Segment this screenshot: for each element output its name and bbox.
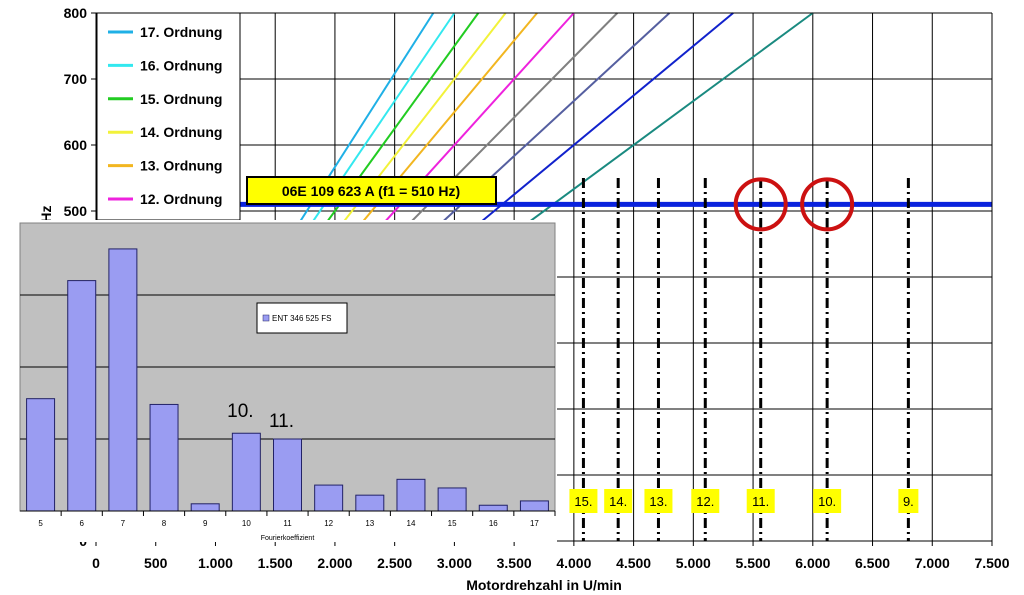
legend-entry: 12. Ordnung — [140, 191, 222, 207]
inset-bar — [355, 494, 385, 512]
inset-bar — [149, 403, 179, 512]
inset-tick-label: 11 — [283, 519, 292, 528]
x-tick-label: 2.000 — [317, 555, 352, 571]
inset-bar — [478, 504, 508, 512]
inset-legend-swatch — [262, 314, 270, 322]
inset-bar — [108, 248, 138, 512]
x-tick-label: 2.500 — [377, 555, 412, 571]
inset-legend-box — [256, 302, 348, 334]
inset-tick-label: 17 — [530, 519, 539, 528]
inset-bar — [314, 484, 344, 512]
inset-tick-label: 6 — [80, 519, 85, 528]
y-tick-label: 700 — [64, 71, 88, 87]
vertical-markers: 15. 14. 13. 12. 11. 10. 9. — [569, 178, 919, 541]
inset-bar — [396, 478, 426, 512]
inset-tick-label: 16 — [489, 519, 498, 528]
x-tick-label: 6.500 — [855, 555, 890, 571]
inset-tick-label: 12 — [324, 519, 333, 528]
inset-tick-label: 9 — [203, 519, 208, 528]
marker-label-box — [691, 489, 720, 513]
legend-entry: 14. Ordnung — [140, 124, 222, 140]
marker-label-box — [604, 489, 633, 513]
legend-entry: 16. Ordnung — [140, 57, 222, 73]
resonance-circle — [800, 177, 855, 232]
y-tick-label: 500 — [64, 203, 88, 219]
y-tick-label: 600 — [64, 137, 88, 153]
inset-legend-entry: ENT 346 525 FS — [272, 314, 331, 323]
marker-label-box — [898, 489, 919, 513]
legend-box — [96, 12, 241, 221]
chart-legend: 17. Ordnung 16. Ordnung 15. Ordnung 14. Ord… — [96, 12, 241, 221]
marker-label: 11. — [752, 494, 769, 509]
marker-label: 10. — [818, 494, 836, 509]
x-tick-label: 5.500 — [736, 555, 771, 571]
x-tick-label: 6.000 — [795, 555, 830, 571]
legend-entry: 13. Ordnung — [140, 158, 222, 174]
marker-label-box — [644, 489, 673, 513]
x-tick-label: 0 — [92, 555, 100, 571]
x-axis-label: Motordrehzahl in U/min — [466, 577, 622, 593]
fourier-inset-chart: 5 6 7 8 9 10 11 12 13 14 15 16 17 10. 11. ENT 346 525 F… — [17, 220, 557, 542]
inset-tick-label: 8 — [162, 519, 167, 528]
y-tick-label: 800 — [64, 5, 88, 21]
marker-label-box — [569, 489, 598, 513]
x-tick-label: 7.000 — [915, 555, 950, 571]
inset-annotation: 10. — [227, 401, 253, 422]
legend-entry: 17. Ordnung — [140, 24, 222, 40]
inset-tick-label: 15 — [448, 519, 457, 528]
frequency-label: 06E 109 623 A (f1 = 510 Hz) — [246, 176, 497, 205]
x-tick-label: 500 — [144, 555, 168, 571]
chart-axes: 0 500 1.000 1.500 2.000 2.500 3.000 3.500 4.000 4… — [38, 5, 1010, 593]
marker-label: 15. — [574, 494, 592, 509]
inset-bar — [67, 280, 97, 512]
x-tick-label: 1.500 — [258, 555, 293, 571]
inset-tick-label: 5 — [38, 519, 43, 528]
inset-tick-label: 14 — [407, 519, 416, 528]
x-tick-label: 4.500 — [616, 555, 651, 571]
x-tick-label: 3.500 — [497, 555, 532, 571]
inset-tick-label: 13 — [365, 519, 374, 528]
resonance-circle — [733, 177, 788, 232]
resonance-circles — [733, 177, 855, 232]
frequency-label-box — [246, 176, 497, 205]
marker-label: 14. — [609, 494, 627, 509]
x-tick-label: 3.000 — [437, 555, 472, 571]
inset-annotation: 11. — [269, 411, 294, 432]
marker-label: 12. — [696, 494, 714, 509]
marker-label-box — [746, 489, 775, 513]
x-tick-label: 4.000 — [556, 555, 591, 571]
legend-entry: 15. Ordnung — [140, 91, 222, 107]
inset-bar — [190, 503, 220, 512]
inset-bar — [231, 432, 261, 512]
marker-label: 9. — [903, 494, 914, 509]
y-axis-label: Hz — [38, 205, 54, 222]
inset-bar — [519, 500, 549, 512]
marker-label-box — [813, 489, 842, 513]
x-tick-label: 7.500 — [974, 555, 1009, 571]
frequency-label: 06E 109 623 A (f1 = 510 Hz) — [282, 183, 460, 199]
x-tick-label: 5.000 — [676, 555, 711, 571]
inset-x-axis-label: Fourierkoeffizient — [261, 535, 315, 542]
x-tick-label: 1.000 — [198, 555, 233, 571]
inset-bar — [437, 487, 467, 512]
inset-tick-label: 10 — [242, 519, 251, 528]
inset-bar — [273, 438, 302, 512]
inset-bar — [26, 398, 56, 512]
inset-tick-label: 7 — [121, 519, 126, 528]
marker-label: 13. — [649, 494, 667, 509]
